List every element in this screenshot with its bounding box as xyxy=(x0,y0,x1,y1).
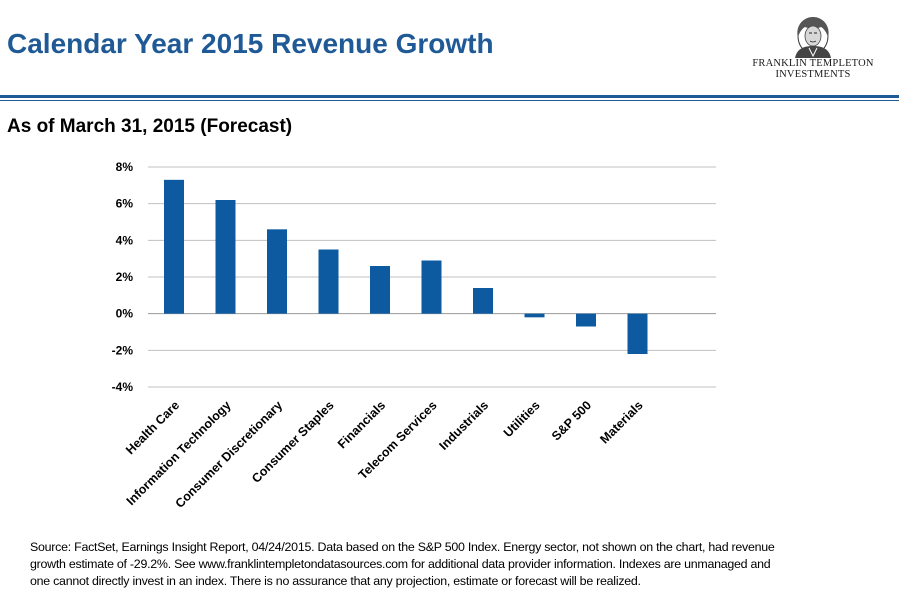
source-note: Source: FactSet, Earnings Insight Report… xyxy=(30,540,775,588)
y-tick-label: -2% xyxy=(112,343,134,357)
y-tick-label: 2% xyxy=(116,270,134,284)
y-tick-label: 4% xyxy=(116,233,134,247)
bar xyxy=(215,200,236,314)
bar xyxy=(524,313,545,318)
header-rule-thin xyxy=(0,100,899,101)
page-title: Calendar Year 2015 Revenue Growth xyxy=(7,28,494,59)
chart-subtitle: As of March 31, 2015 (Forecast) xyxy=(7,116,293,137)
logo-text-line2: INVESTMENTS xyxy=(775,69,851,80)
x-tick-label: Information Technology xyxy=(124,398,234,508)
y-tick-label: -4% xyxy=(112,380,134,394)
bar xyxy=(370,266,390,314)
bar xyxy=(473,288,493,314)
portrait-icon xyxy=(795,17,831,58)
y-tick-label: 0% xyxy=(116,307,134,321)
x-tick-label: Financials xyxy=(335,398,388,451)
bar xyxy=(164,179,184,314)
bar xyxy=(318,249,339,314)
x-tick-label: Utilities xyxy=(501,398,543,440)
bar xyxy=(627,313,648,354)
logo-text-line1: FRANKLIN TEMPLETON xyxy=(752,58,874,69)
y-tick-label: 8% xyxy=(116,160,134,174)
x-tick-label: Industrials xyxy=(437,398,492,453)
header-rule-thick xyxy=(0,95,899,98)
franklin-templeton-logo: FRANKLIN TEMPLETON INVESTMENTS xyxy=(745,14,881,84)
x-tick-label: Materials xyxy=(597,398,645,446)
bar xyxy=(267,229,287,314)
y-tick-label: 6% xyxy=(116,197,134,211)
bar xyxy=(421,260,442,314)
bar xyxy=(576,313,596,327)
x-tick-label: S&P 500 xyxy=(549,398,594,443)
x-tick-label: Consumer Discretionary xyxy=(173,398,286,511)
